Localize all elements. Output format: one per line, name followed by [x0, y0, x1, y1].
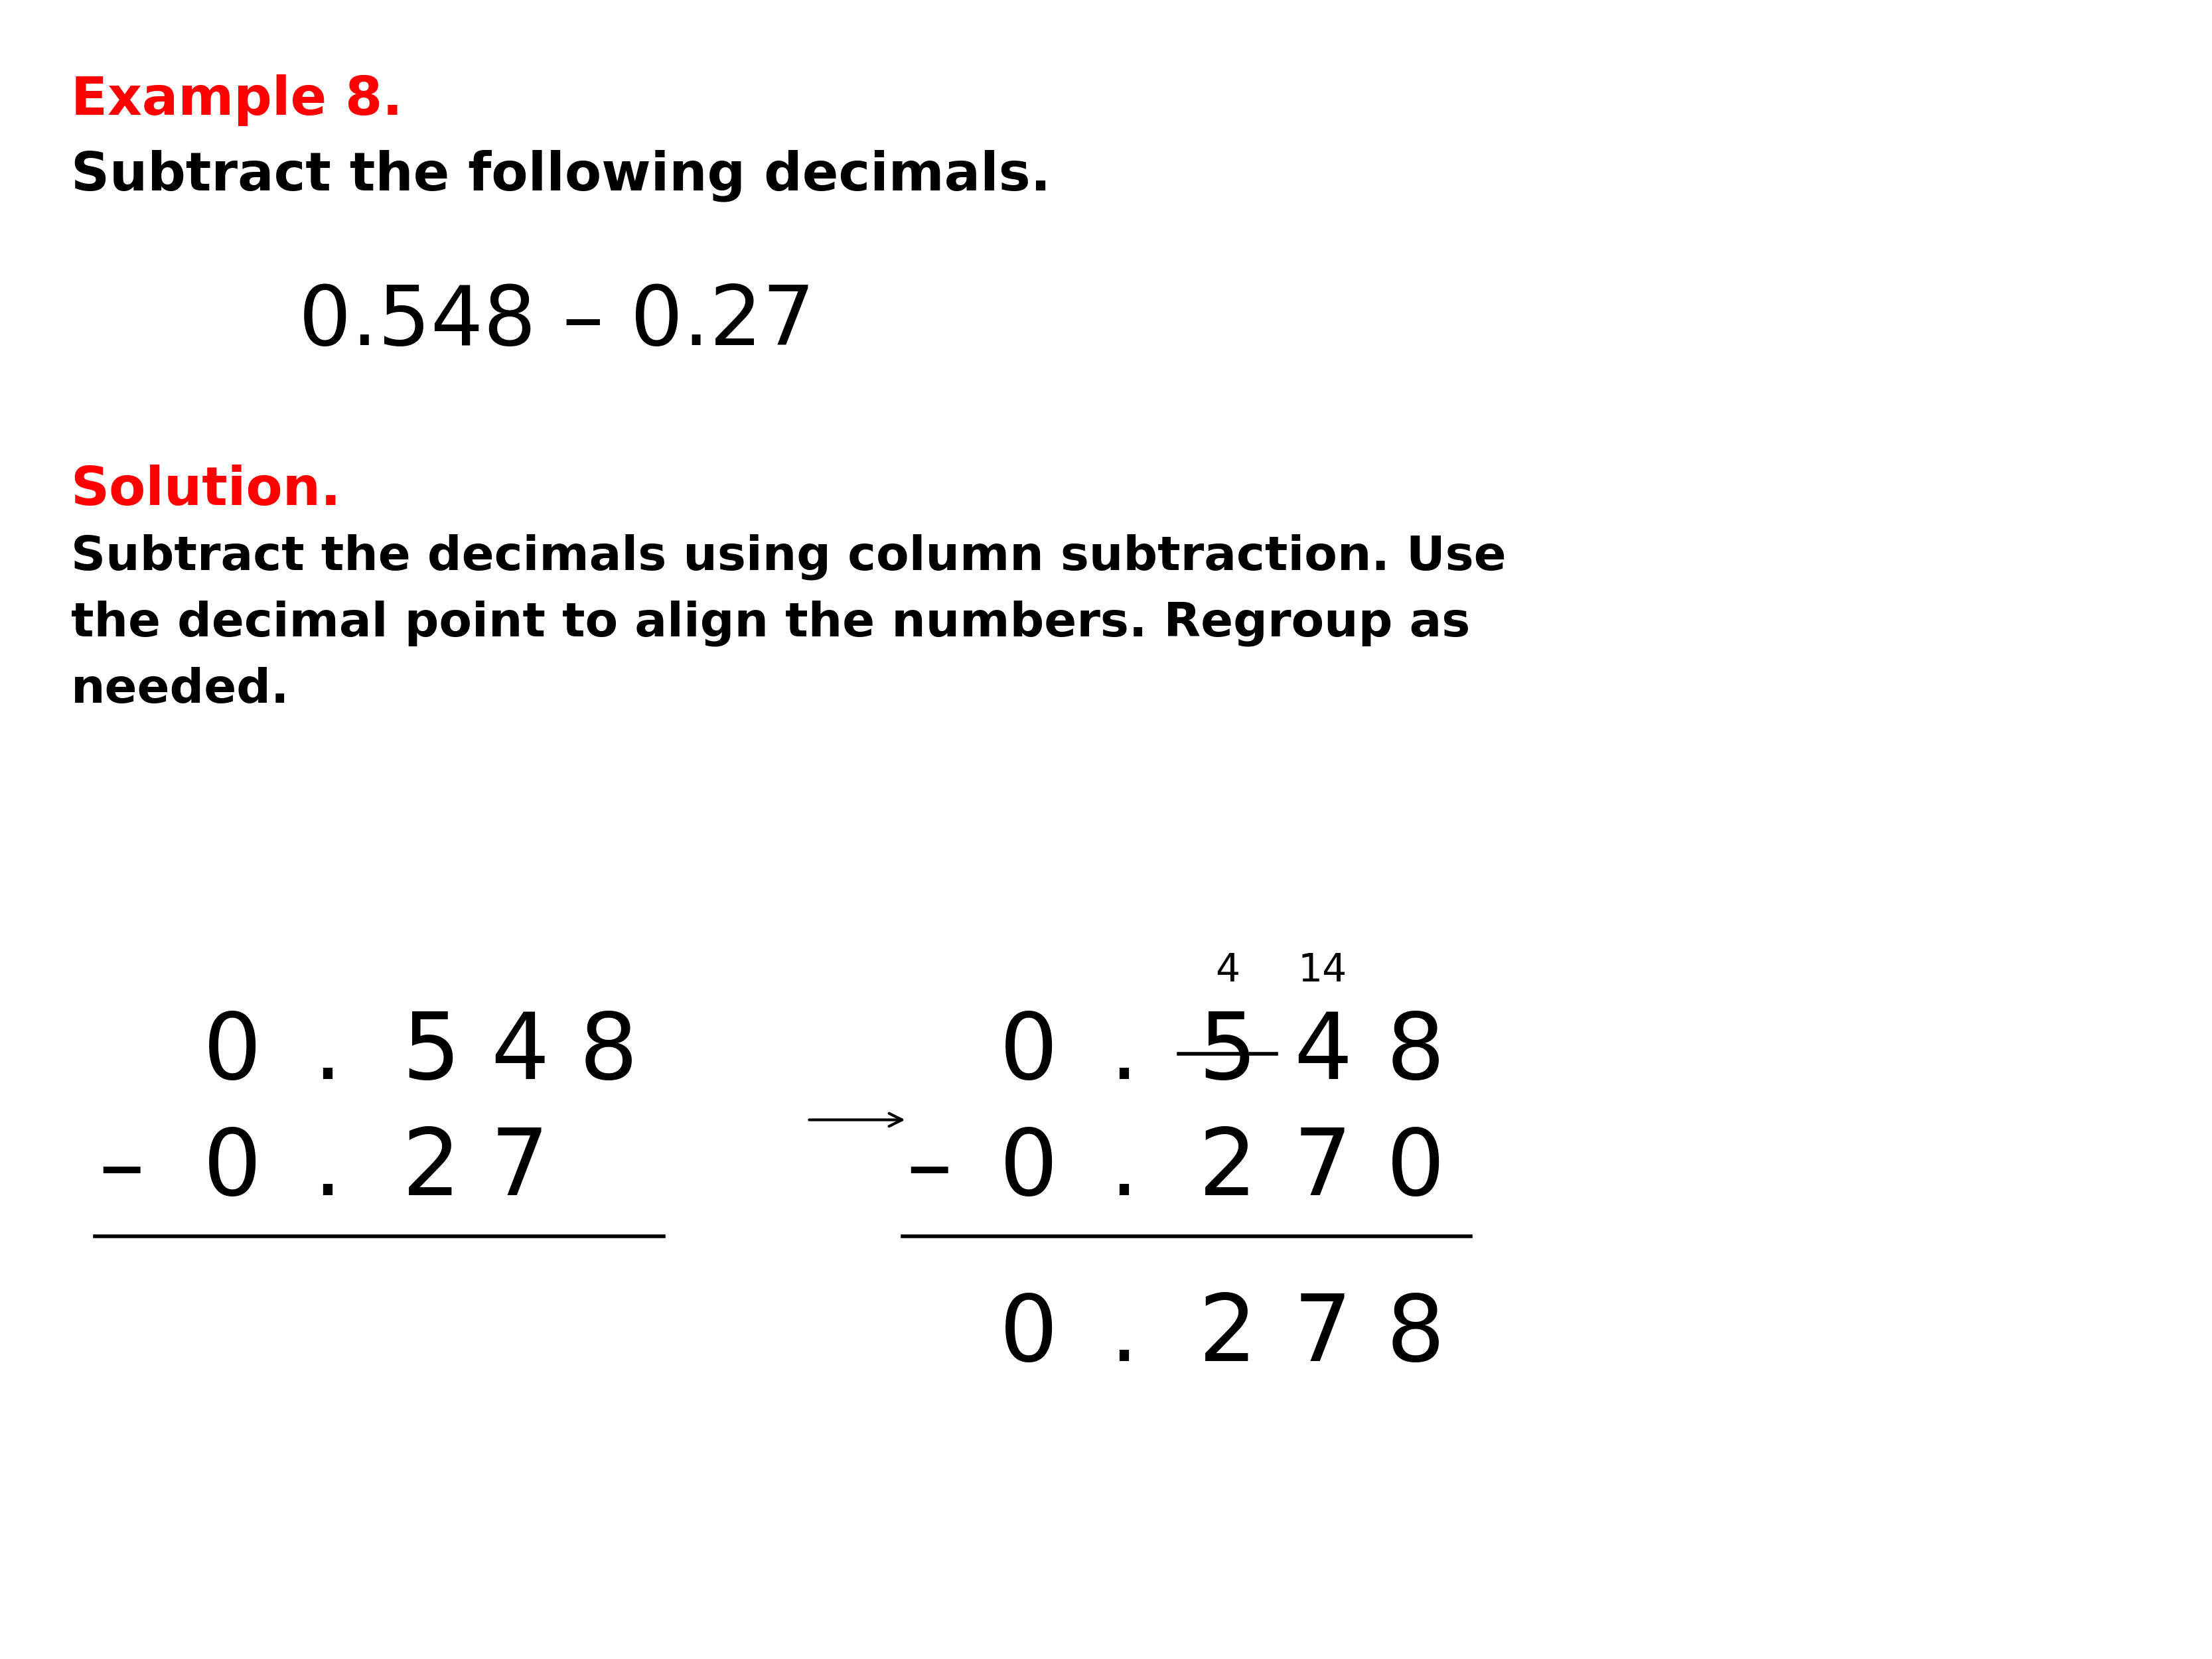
Text: 0: 0 — [204, 1125, 261, 1214]
Text: 2: 2 — [1199, 1291, 1256, 1380]
Text: 0: 0 — [1000, 1009, 1057, 1098]
Text: 8: 8 — [580, 1009, 637, 1098]
Text: Subtract the following decimals.: Subtract the following decimals. — [71, 149, 1051, 201]
Text: .: . — [1108, 1125, 1139, 1214]
Text: 0: 0 — [204, 1009, 261, 1098]
Text: 0: 0 — [1000, 1291, 1057, 1380]
Text: Example 8.: Example 8. — [71, 75, 403, 126]
Text: 5: 5 — [403, 1009, 460, 1098]
Text: needed.: needed. — [71, 667, 290, 713]
Text: the decimal point to align the numbers. Regroup as: the decimal point to align the numbers. … — [71, 601, 1471, 647]
Text: Solution.: Solution. — [71, 465, 341, 516]
Text: 8: 8 — [1387, 1009, 1444, 1098]
Text: –: – — [907, 1125, 951, 1214]
Text: Subtract the decimals using column subtraction. Use: Subtract the decimals using column subtr… — [71, 534, 1506, 581]
Text: 8: 8 — [1387, 1291, 1444, 1380]
Text: .: . — [312, 1009, 343, 1098]
Text: 4: 4 — [1214, 952, 1241, 989]
Text: 5: 5 — [1199, 1009, 1256, 1098]
Text: 7: 7 — [1294, 1125, 1352, 1214]
Text: .: . — [1108, 1009, 1139, 1098]
Text: 0: 0 — [1387, 1125, 1444, 1214]
Text: 0: 0 — [1000, 1125, 1057, 1214]
Text: .: . — [312, 1125, 343, 1214]
Text: 7: 7 — [1294, 1291, 1352, 1380]
Text: 0.548 – 0.27: 0.548 – 0.27 — [299, 282, 814, 362]
Text: 4: 4 — [491, 1009, 549, 1098]
Text: 14: 14 — [1298, 952, 1347, 989]
Text: –: – — [100, 1125, 144, 1214]
Text: 7: 7 — [491, 1125, 549, 1214]
Text: .: . — [1108, 1291, 1139, 1380]
Text: 2: 2 — [403, 1125, 460, 1214]
Text: 2: 2 — [1199, 1125, 1256, 1214]
Text: 4: 4 — [1294, 1009, 1352, 1098]
